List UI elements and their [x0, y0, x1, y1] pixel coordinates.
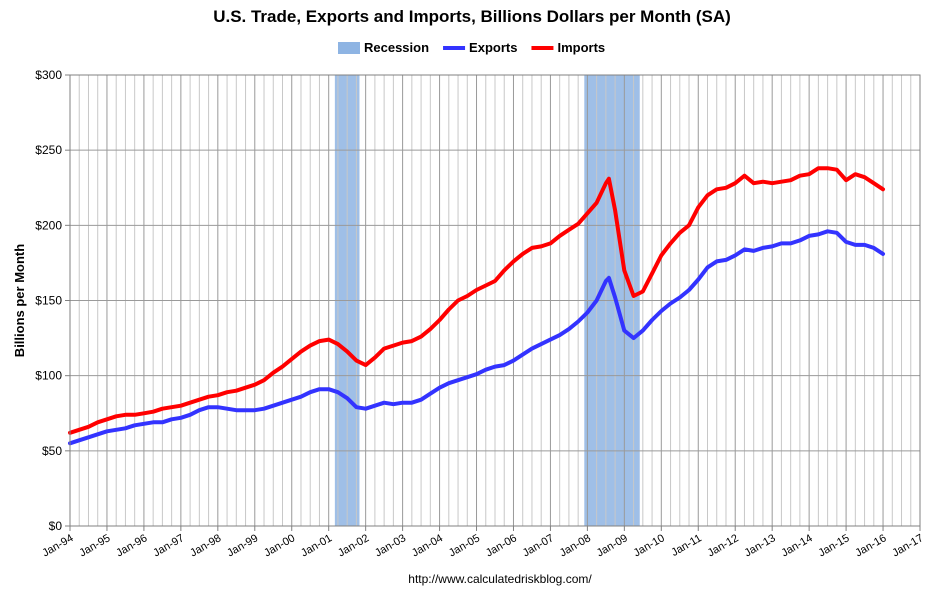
chart-title: U.S. Trade, Exports and Imports, Billion…	[213, 7, 731, 26]
x-tick-label: Jan-06	[484, 532, 519, 559]
x-tick-label: Jan-15	[816, 532, 851, 559]
source-link[interactable]: http://www.calculatedriskblog.com/	[408, 572, 592, 586]
series-line-imports	[68, 166, 885, 435]
legend-item-recession: Recession	[338, 40, 429, 55]
x-tick-label: Jan-95	[77, 532, 112, 559]
y-tick-label: $200	[35, 218, 62, 232]
x-tick-label: Jan-99	[225, 532, 260, 559]
legend-label: Exports	[469, 40, 517, 55]
x-tick-label: Jan-14	[779, 532, 814, 559]
legend: Recession Exports Imports	[338, 40, 605, 55]
x-tick-label: Jan-08	[558, 532, 593, 559]
x-tick-label: Jan-03	[373, 532, 408, 559]
y-tick-label: $150	[35, 294, 62, 308]
x-tick-label: Jan-02	[336, 532, 371, 559]
x-tick-label: Jan-94	[40, 532, 75, 559]
x-tick-label: Jan-12	[706, 532, 741, 559]
series-lines	[68, 166, 885, 446]
legend-label: Imports	[557, 40, 605, 55]
x-tick-label: Jan-04	[410, 532, 445, 559]
x-tick-label: Jan-10	[632, 532, 667, 559]
x-tick-label: Jan-05	[447, 532, 482, 559]
legend-item-exports: Exports	[443, 40, 517, 55]
series-line-exports	[68, 229, 885, 446]
x-tick-label: Jan-11	[669, 532, 703, 559]
x-tick-label: Jan-00	[262, 532, 297, 559]
y-tick-label: $300	[35, 68, 62, 82]
legend-item-imports: Imports	[531, 40, 605, 55]
y-tick-label: $50	[42, 444, 62, 458]
x-tick-label: Jan-01	[299, 532, 334, 559]
x-tick-label: Jan-96	[114, 532, 149, 559]
y-tick-label: $100	[35, 369, 62, 383]
x-tick-label: Jan-07	[521, 532, 556, 559]
legend-label: Recession	[364, 40, 429, 55]
legend-swatch	[338, 42, 360, 54]
y-axis-label: Billions per Month	[12, 244, 27, 357]
x-tick-label: Jan-98	[188, 532, 223, 559]
y-tick-label: $0	[49, 519, 63, 533]
x-tick-label: Jan-09	[595, 532, 630, 559]
x-tick-label: Jan-16	[853, 532, 888, 559]
x-tick-label: Jan-97	[151, 532, 186, 559]
y-axis-ticks: $0 $50 $100 $150 $200 $250 $300	[35, 68, 70, 533]
x-tick-label: Jan-13	[743, 532, 778, 559]
y-tick-label: $250	[35, 143, 62, 157]
grid	[69, 74, 921, 527]
x-tick-label: Jan-17	[890, 532, 925, 559]
x-axis-ticks: Jan-94 Jan-95 Jan-96 Jan-97 Jan-98 Jan-99 Jan-…	[40, 526, 926, 559]
